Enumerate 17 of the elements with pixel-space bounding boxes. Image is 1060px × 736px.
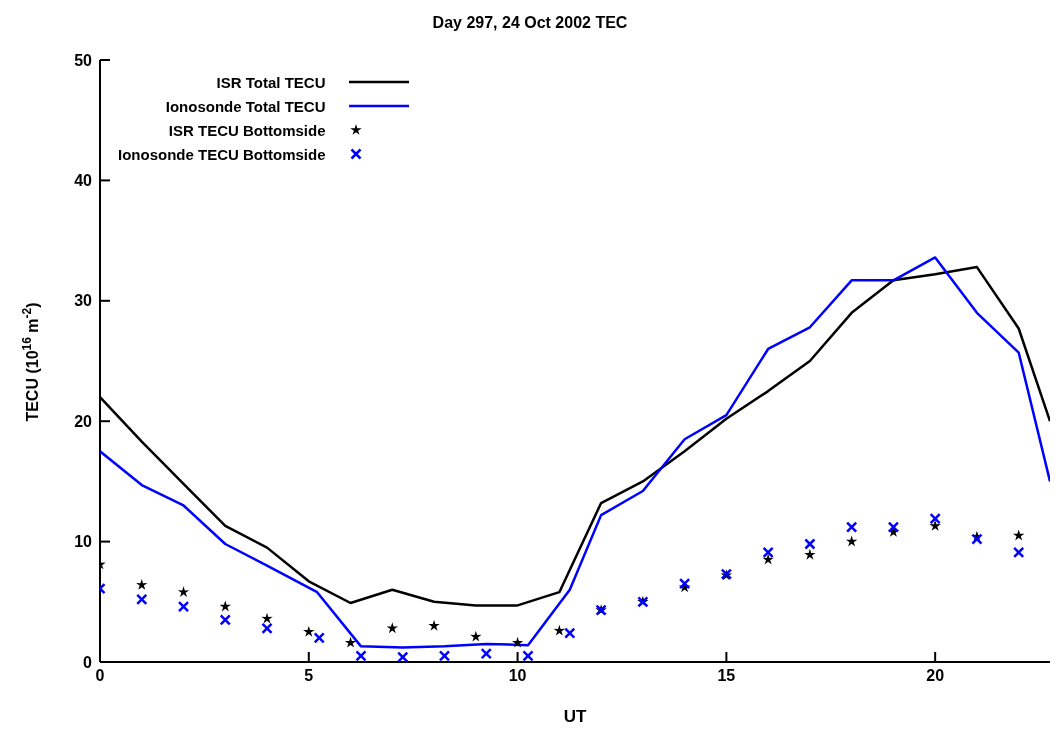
y-tick-label: 40 [74,172,93,190]
y-tick-label: 0 [83,653,93,671]
y-tick-label: 20 [74,412,93,430]
x-tick-label: 5 [304,667,314,685]
x-tick-label: 10 [508,667,527,685]
y-tick-label: 10 [74,533,93,551]
legend-label: Ionosonde Total TECU [165,97,326,115]
legend-label: Ionosonde TECU Bottomside [118,145,326,163]
y-tick-label: 30 [74,292,93,310]
x-tick-label: 0 [95,667,105,685]
legend-label: ISR Total TECU [216,73,326,91]
x-tick-label: 20 [926,667,945,685]
x-tick-label: 15 [717,667,736,685]
legend-label: ISR TECU Bottomside [168,121,326,139]
y-tick-label: 50 [74,51,93,69]
x-axis-title: UT [563,707,587,726]
chart-title: Day 297, 24 Oct 2002 TEC [431,14,629,32]
